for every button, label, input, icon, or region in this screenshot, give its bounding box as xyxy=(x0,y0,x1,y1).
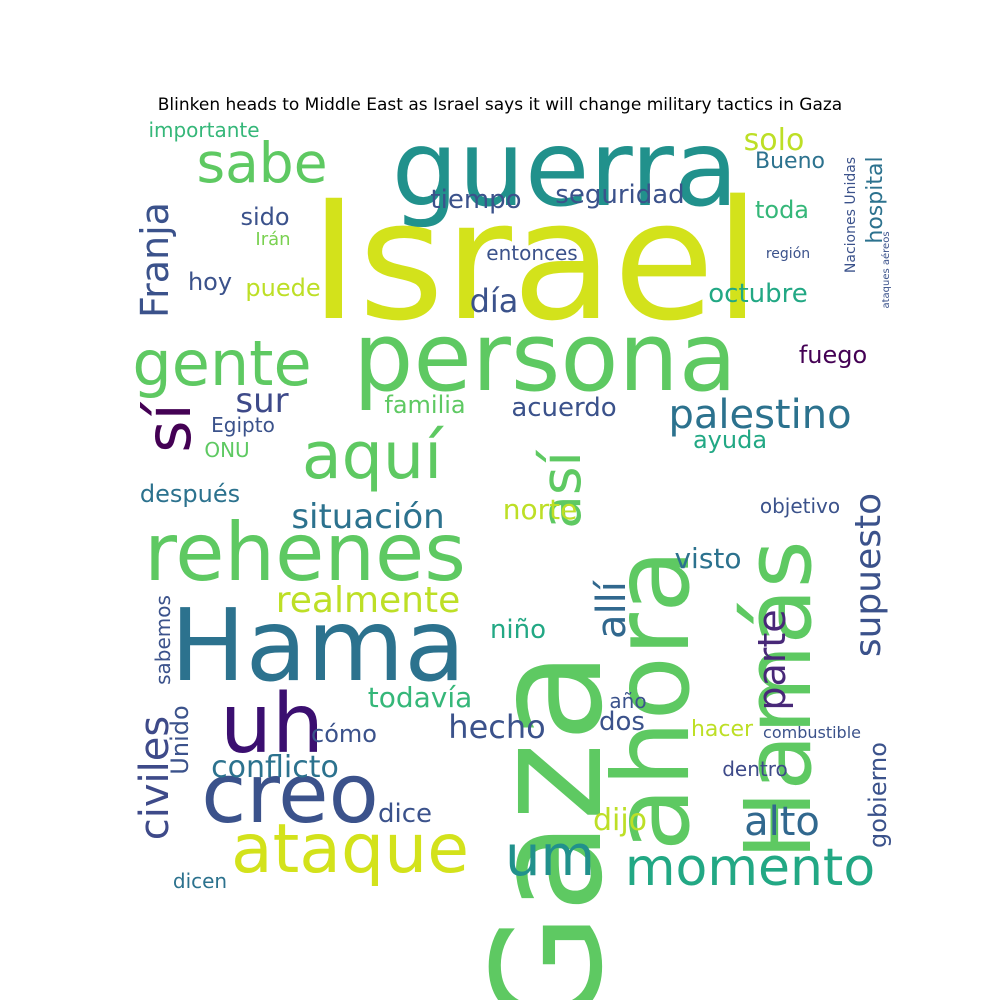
word-onu: ONU xyxy=(204,438,249,462)
word-despues: después xyxy=(140,480,240,508)
word-alto: alto xyxy=(744,799,820,845)
word-unido: Unido xyxy=(166,705,194,774)
word-toda: toda xyxy=(755,196,809,224)
word-combustible: combustible xyxy=(763,723,861,742)
word-ataques-aereos: ataques aéreos xyxy=(880,231,892,308)
word-creo: creo xyxy=(201,747,379,842)
word-situacion: situación xyxy=(291,497,444,537)
word-sabemos: sabemos xyxy=(151,595,175,685)
word-hama: Hama xyxy=(170,587,465,704)
word-civiles: civiles xyxy=(132,716,178,840)
word-gobierno: gobierno xyxy=(864,742,892,848)
word-hoy: hoy xyxy=(188,268,232,296)
word-naciones-unidas: Naciones Unidas xyxy=(843,157,859,273)
word-egipto: Egipto xyxy=(211,413,275,437)
word-persona: persona xyxy=(353,303,737,413)
word-todavia: todavía xyxy=(368,681,473,714)
word-ataque: ataque xyxy=(231,810,469,889)
word-como: cómo xyxy=(311,720,377,748)
word-nino: niño xyxy=(490,615,546,645)
word-hospital: hospital xyxy=(863,156,888,243)
word-solo: solo xyxy=(744,123,805,158)
word-rehenes: rehenes xyxy=(144,506,466,599)
word-importante: importante xyxy=(148,118,259,142)
word-gente: gente xyxy=(132,327,311,400)
word-aqui: aquí xyxy=(302,419,444,494)
word-sido: sido xyxy=(240,203,289,231)
word-familia: familia xyxy=(384,391,465,419)
word-hecho: hecho xyxy=(448,708,545,746)
word-puede: puede xyxy=(245,274,320,302)
word-guerra: guerra xyxy=(392,108,739,230)
chart-title: Blinken heads to Middle East as Israel s… xyxy=(157,95,843,115)
word-sur: sur xyxy=(235,381,288,421)
word-asi: así xyxy=(529,449,593,528)
word-si: sí xyxy=(132,401,205,452)
word-sabe: sabe xyxy=(196,131,327,195)
word-hamas: Hamás xyxy=(725,540,832,859)
word-hacer: hacer xyxy=(691,717,754,742)
word-region: región xyxy=(766,246,810,262)
word-dijo: dijo xyxy=(593,803,647,838)
word-parte: parte xyxy=(750,609,794,710)
word-gaza: Gaza xyxy=(462,651,636,1000)
word-visto: visto xyxy=(674,542,741,575)
word-uh: uh xyxy=(220,677,324,772)
word-acuerdo: acuerdo xyxy=(511,393,616,423)
word-dentro: dentro xyxy=(722,757,788,781)
word-fuego: fuego xyxy=(799,341,867,369)
word-tiempo: tiempo xyxy=(430,185,521,215)
word-um: um xyxy=(505,824,595,889)
word-ahora: ahora xyxy=(591,549,713,852)
word-palestino: palestino xyxy=(668,392,851,438)
word-iran: Irán xyxy=(255,229,290,250)
word-dia: día xyxy=(470,282,519,320)
word-supuesto: supuesto xyxy=(848,493,889,657)
word-dicen: dicen xyxy=(173,869,227,893)
word-franja: Franja xyxy=(133,202,177,318)
word-bueno: Bueno xyxy=(755,149,825,174)
word-ayuda: ayuda xyxy=(693,426,767,454)
word-momento: momento xyxy=(625,838,875,898)
word-objetivo: objetivo xyxy=(760,494,840,518)
word-alli: allí xyxy=(589,579,635,639)
word-dos: dos xyxy=(599,707,645,737)
word-seguridad: seguridad xyxy=(555,180,684,210)
word-conflicto: conflicto xyxy=(211,750,339,785)
word-entonces: entonces xyxy=(486,241,577,265)
word-norte: norte xyxy=(503,493,578,526)
word-octubre: octubre xyxy=(708,279,808,309)
word-dice: dice xyxy=(378,799,432,829)
word-realmente: realmente xyxy=(276,580,461,621)
word-ano: año xyxy=(609,689,646,713)
word-israel: Israel xyxy=(310,165,761,357)
